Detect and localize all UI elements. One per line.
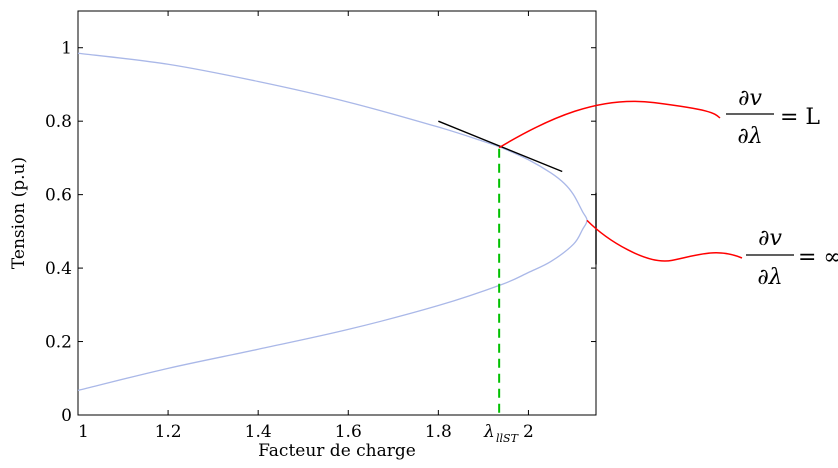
svg-text:llST: llST (496, 432, 520, 445)
svg-text:∂λ: ∂λ (757, 265, 782, 290)
lambda-tick-label: λ llST (483, 422, 520, 445)
x-tick-label: 1.4 (245, 422, 272, 442)
x-tick-label: 1 (78, 422, 89, 442)
svg-text:λ: λ (483, 422, 495, 442)
svg-text:= ∞: = ∞ (798, 245, 838, 270)
x-axis-label: Facteur de charge (258, 441, 416, 461)
x-tick-labels: 1 1.2 1.4 1.6 1.8 2 (78, 422, 534, 442)
annotation-derivative-infinity: ∂v ∂λ = ∞ (746, 226, 838, 290)
x-tick-label: 1.2 (155, 422, 182, 442)
x-tick-label: 1.6 (335, 422, 362, 442)
svg-text:= L: = L (780, 105, 820, 130)
y-tick-label: 1 (61, 39, 72, 59)
annotation-arrow-l (498, 100, 721, 149)
y-tick-labels: 0 0.2 0.4 0.6 0.8 1 (45, 39, 72, 426)
y-tick-label: 0.4 (45, 259, 72, 279)
y-tick-label: 0.8 (45, 112, 72, 132)
annotation-derivative-l: ∂v ∂λ = L (726, 86, 820, 149)
svg-text:∂λ: ∂λ (737, 124, 762, 149)
plot-area-frame (77, 10, 597, 416)
svg-text:∂v: ∂v (758, 226, 782, 251)
y-tick-label: 0.2 (45, 333, 72, 353)
svg-text:∂v: ∂v (738, 86, 762, 111)
y-axis-label: Tension (p.u) (9, 157, 29, 269)
axis-ticks (77, 11, 596, 416)
x-tick-label: 1.8 (425, 422, 452, 442)
y-tick-label: 0 (61, 406, 72, 426)
pv-curve (77, 52, 588, 392)
x-tick-label: 2 (523, 422, 534, 442)
y-tick-label: 0.6 (45, 186, 72, 206)
annotation-arrow-infinity (586, 219, 743, 262)
